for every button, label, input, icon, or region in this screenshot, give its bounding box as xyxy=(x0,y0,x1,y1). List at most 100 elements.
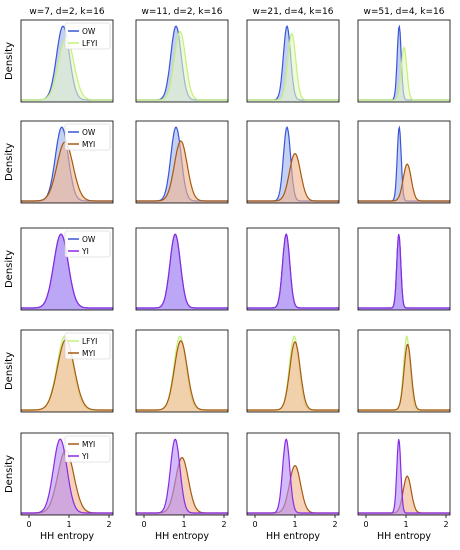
density-fill-myi xyxy=(136,141,228,203)
legend-label: LFYI xyxy=(82,39,97,48)
panel-frame xyxy=(246,432,340,516)
x-tick-label: 0 xyxy=(363,520,368,529)
legend-label: OW xyxy=(82,128,96,137)
density-panel: 0 1 2 HH entropy xyxy=(135,432,229,542)
density-panel: LFYI MYI xyxy=(20,329,114,413)
panel-plot xyxy=(358,439,450,515)
column-title: w=21, d=4, k=16 xyxy=(253,7,334,17)
density-line-myi xyxy=(247,341,339,411)
legend: LFYI MYI xyxy=(64,332,111,360)
panel-frame xyxy=(135,432,229,516)
density-line-myi xyxy=(358,343,450,411)
density-panel: OW MYI xyxy=(20,120,114,204)
density-fill-myi xyxy=(358,344,450,412)
density-line-yi xyxy=(358,234,450,309)
panel-frame xyxy=(357,329,451,413)
density-fill-yi xyxy=(136,234,228,310)
panel-frame xyxy=(357,432,451,516)
x-axis-label: HH entropy xyxy=(377,531,431,542)
density-fill-myi xyxy=(21,142,113,203)
density-fill-myi xyxy=(21,339,113,412)
density-panel xyxy=(135,120,229,204)
panel-frame xyxy=(135,120,229,204)
density-line-ow xyxy=(358,234,450,309)
density-panel xyxy=(135,227,229,311)
density-fill-lfyi xyxy=(247,33,339,102)
density-fill-yi xyxy=(358,234,450,310)
legend-label: YI xyxy=(81,247,89,256)
x-tick-label: 1 xyxy=(292,520,297,529)
density-panel: OW YI xyxy=(20,227,114,311)
density-line-yi xyxy=(21,438,113,514)
density-line-myi xyxy=(247,152,339,202)
panel-frame xyxy=(20,432,114,516)
panel-plot xyxy=(247,335,339,412)
density-fill-lfyi xyxy=(358,47,450,102)
density-panel xyxy=(357,329,451,413)
y-axis-label: Density xyxy=(4,250,15,288)
x-tick-label: 2 xyxy=(106,520,111,529)
density-line-yi xyxy=(247,438,339,514)
density-line-lfyi xyxy=(247,32,339,101)
panel-frame xyxy=(357,227,451,311)
panel-plot xyxy=(247,24,339,102)
panel-frame xyxy=(135,227,229,311)
x-tick-label: 2 xyxy=(443,520,448,529)
panel-plot xyxy=(136,233,228,310)
column-title: w=51, d=4, k=16 xyxy=(364,7,445,17)
panel-frame xyxy=(357,19,451,103)
legend-label: MYI xyxy=(82,140,95,149)
panel-plot xyxy=(136,335,228,412)
density-line-myi xyxy=(136,140,228,202)
density-fill-myi xyxy=(247,153,339,203)
panel-plot xyxy=(136,438,228,515)
density-line-yi xyxy=(136,438,228,514)
density-panel xyxy=(246,329,340,413)
density-line-yi xyxy=(247,233,339,309)
panel-frame xyxy=(246,120,340,204)
panel-frame xyxy=(246,19,340,103)
density-panel xyxy=(357,227,451,311)
density-line-lfyi xyxy=(136,30,228,101)
x-tick-label: 1 xyxy=(403,520,408,529)
density-fill-myi xyxy=(247,341,339,412)
density-panel xyxy=(357,120,451,204)
panel-frame xyxy=(246,329,340,413)
legend: OW MYI xyxy=(64,123,111,151)
density-line-lfyi xyxy=(358,45,450,101)
density-panel: OW LFYI xyxy=(20,19,114,103)
panel-frame xyxy=(135,329,229,413)
legend: OW YI xyxy=(64,230,111,258)
density-line-myi xyxy=(136,340,228,411)
panel-frame xyxy=(20,120,114,204)
x-tick-label: 1 xyxy=(181,520,186,529)
density-panel xyxy=(135,19,229,103)
panel-frame xyxy=(20,227,114,311)
density-panel: 0 1 2 HH entropy xyxy=(357,432,451,542)
density-fill-lfyi xyxy=(21,37,113,102)
column-title: w=11, d=2, k=16 xyxy=(142,7,223,17)
x-tick-label: 1 xyxy=(66,520,71,529)
x-axis-label: HH entropy xyxy=(155,531,209,542)
density-fill-yi xyxy=(21,439,113,515)
density-fill-myi xyxy=(136,340,228,412)
panel-frame xyxy=(357,120,451,204)
density-fill-ow xyxy=(358,234,450,310)
panel-frame xyxy=(20,19,114,103)
x-tick-label: 0 xyxy=(141,520,146,529)
x-tick-label: 2 xyxy=(332,520,337,529)
panel-plot xyxy=(358,24,450,102)
column-title: w=7, d=2, k=16 xyxy=(29,7,105,17)
density-line-yi xyxy=(358,439,450,514)
legend-label: MYI xyxy=(82,349,95,358)
density-fill-lfyi xyxy=(136,31,228,102)
legend-label: YI xyxy=(81,452,89,461)
legend-label: OW xyxy=(82,27,96,36)
y-axis-label: Density xyxy=(4,455,15,493)
x-tick-label: 2 xyxy=(221,520,226,529)
density-fill-myi xyxy=(358,164,450,203)
panel-plot xyxy=(247,438,339,515)
panel-plot xyxy=(136,25,228,102)
density-panel xyxy=(246,19,340,103)
